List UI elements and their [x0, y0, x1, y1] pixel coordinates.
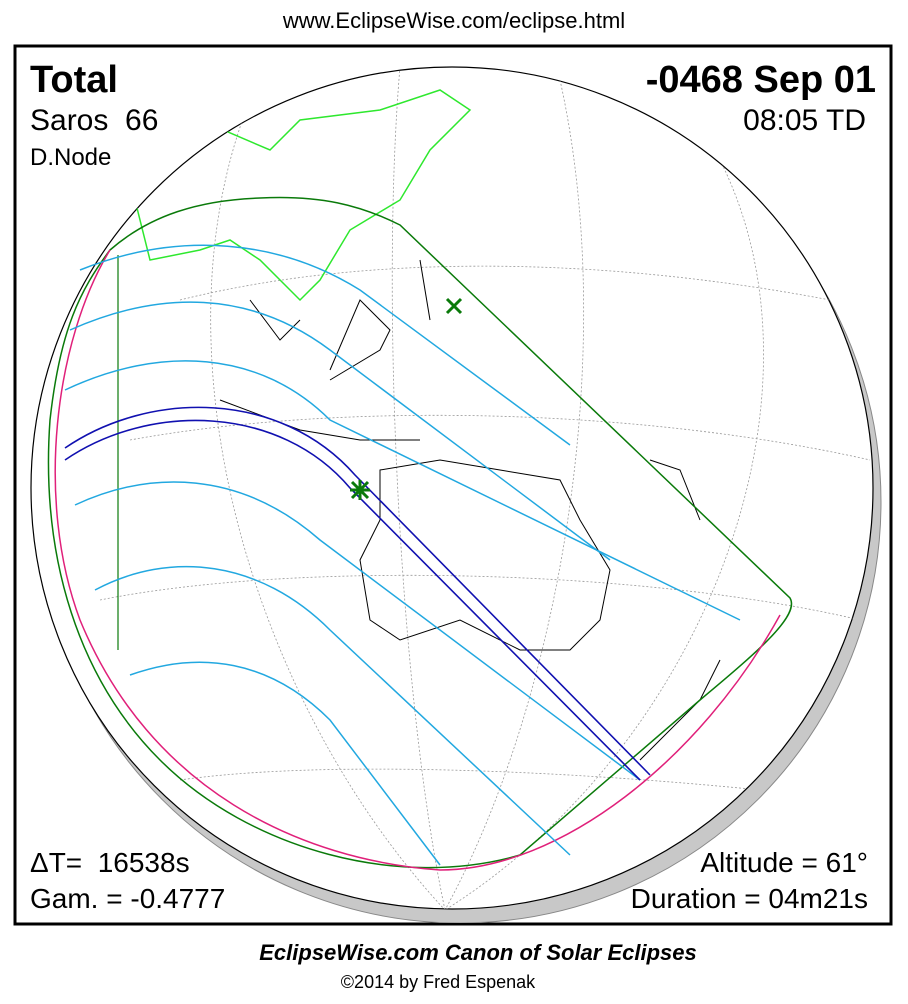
saros: Saros 66 — [30, 104, 158, 137]
greatest-eclipse — [350, 480, 370, 500]
globe-group — [30, 66, 882, 923]
time: 08:05 TD — [743, 104, 866, 137]
duration: Duration = 04m21s — [631, 883, 868, 914]
footer-title: EclipseWise.com Canon of Solar Eclipses — [259, 940, 697, 965]
graticule — [99, 67, 871, 909]
url: www.EclipseWise.com/eclipse.html — [282, 8, 625, 33]
date: -0468 Sep 01 — [646, 59, 876, 101]
footer-credit: ©2014 by Fred Espenak — [341, 972, 536, 992]
globe — [30, 66, 874, 910]
central-path — [64, 406, 651, 781]
gamma: Gam. = -0.4777 — [30, 883, 225, 914]
altitude: Altitude = 61° — [700, 847, 868, 878]
time-lines — [64, 244, 741, 866]
delta-t: ΔT= 16538s — [30, 847, 190, 878]
rise-set-curve — [54, 249, 781, 871]
node: D.Node — [30, 144, 111, 171]
sub-solar-point — [445, 297, 463, 315]
eclipse-type: Total — [30, 59, 118, 101]
